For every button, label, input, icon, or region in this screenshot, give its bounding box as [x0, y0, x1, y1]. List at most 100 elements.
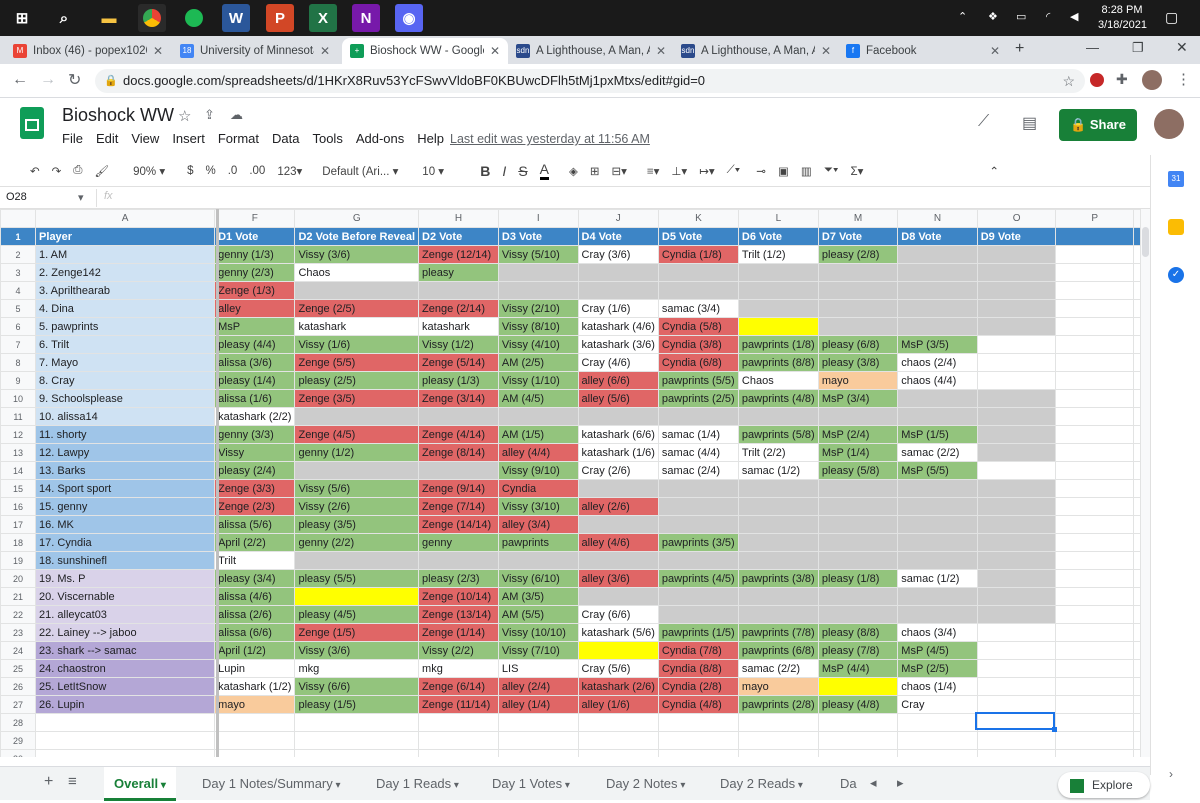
player-cell[interactable]: 12. Lawpy	[35, 443, 216, 462]
vote-cell[interactable]	[817, 281, 899, 300]
vote-cell[interactable]	[976, 731, 1057, 750]
vote-cell[interactable]	[294, 407, 420, 426]
excel-icon[interactable]: X	[309, 4, 337, 32]
vote-cell[interactable]	[294, 731, 420, 750]
vote-cell[interactable]	[817, 605, 899, 624]
vote-cell[interactable]: Vissy (3/6)	[294, 245, 420, 264]
empty-cell[interactable]	[1133, 353, 1141, 372]
vote-cell[interactable]: genny (2/2)	[294, 533, 420, 552]
vote-cell[interactable]	[657, 713, 739, 732]
row-number[interactable]: 6	[0, 317, 37, 336]
empty-cell[interactable]	[1133, 227, 1141, 246]
player-cell[interactable]	[35, 713, 216, 732]
vote-cell[interactable]	[976, 749, 1057, 757]
vote-cell[interactable]	[1055, 281, 1134, 300]
sheet-tab-menu-icon[interactable]: ▾	[795, 780, 803, 791]
vote-cell[interactable]	[497, 281, 579, 300]
vote-cell[interactable]	[976, 407, 1057, 426]
vote-cell[interactable]: alley (2/6)	[577, 497, 659, 516]
name-box-dropdown-icon[interactable]: ▾	[78, 192, 84, 204]
vote-cell[interactable]: chaos (3/4)	[897, 623, 978, 642]
vote-cell[interactable]	[897, 533, 978, 552]
vote-cell[interactable]: Zenge (11/14)	[418, 695, 499, 714]
vote-cell[interactable]: Vissy (8/10)	[497, 317, 579, 336]
vote-cell[interactable]: Zenge (1/5)	[294, 623, 420, 642]
vote-cell[interactable]: alissa (3/6)	[214, 353, 296, 372]
vote-cell[interactable]	[657, 407, 739, 426]
vote-cell[interactable]	[897, 497, 978, 516]
vote-cell[interactable]: LIS	[497, 659, 579, 678]
vote-cell[interactable]	[737, 281, 819, 300]
vote-cell[interactable]	[294, 461, 420, 480]
cloud-status-icon[interactable]: ☁	[230, 107, 243, 122]
empty-cell[interactable]	[1133, 551, 1141, 570]
empty-cell[interactable]	[1133, 245, 1141, 264]
row-number[interactable]: 25	[0, 659, 37, 678]
vote-cell[interactable]: Vissy (7/10)	[497, 641, 579, 660]
vote-cell[interactable]	[577, 749, 659, 757]
sheet-tab-menu-icon[interactable]: ▾	[451, 780, 459, 791]
vote-cell[interactable]	[294, 749, 420, 757]
vote-cell[interactable]	[1055, 461, 1134, 480]
vote-cell[interactable]: pleasy (2/4)	[214, 461, 296, 480]
functions-icon[interactable]: Σ▾	[850, 165, 864, 178]
tab-close-icon[interactable]: ✕	[820, 44, 831, 58]
vote-cell[interactable]	[1055, 497, 1134, 516]
vote-cell[interactable]: pleasy (5/8)	[817, 461, 899, 480]
vote-cell[interactable]	[657, 281, 739, 300]
vote-cell[interactable]: Zenge (10/14)	[418, 587, 499, 606]
row-number[interactable]: 14	[0, 461, 37, 480]
vote-cell[interactable]	[577, 551, 659, 570]
column-header[interactable]: G	[294, 209, 420, 228]
row-number[interactable]: 7	[0, 335, 37, 354]
player-cell[interactable]: 22. Lainey --> jaboo	[35, 623, 216, 642]
vote-cell[interactable]	[737, 317, 819, 336]
vote-cell[interactable]: katashark (2/2)	[214, 407, 296, 426]
vote-cell[interactable]: D3 Vote	[497, 227, 579, 246]
vote-cell[interactable]: D1 Vote	[214, 227, 296, 246]
text-rotation-icon[interactable]: ⟋▾	[726, 164, 741, 176]
player-cell[interactable]: 4. Dina	[35, 299, 216, 318]
search-icon[interactable]: ⌕	[59, 9, 69, 27]
vote-cell[interactable]	[294, 587, 420, 606]
vote-cell[interactable]: pawprints	[497, 533, 579, 552]
vote-cell[interactable]: Vissy (5/6)	[294, 479, 420, 498]
empty-cell[interactable]	[1133, 371, 1141, 390]
vote-cell[interactable]: alley (1/4)	[497, 695, 579, 714]
vote-cell[interactable]: Zenge (4/5)	[294, 425, 420, 444]
redo-icon[interactable]: ↷	[51, 165, 62, 178]
vote-cell[interactable]	[1055, 677, 1134, 696]
vote-cell[interactable]: pawprints (2/5)	[657, 389, 739, 408]
row-number[interactable]: 3	[0, 263, 37, 282]
vote-cell[interactable]: katashark	[418, 317, 499, 336]
empty-cell[interactable]	[1133, 587, 1141, 606]
vote-cell[interactable]	[497, 731, 579, 750]
browser-tab[interactable]: f Facebook ✕	[838, 38, 1008, 64]
row-number[interactable]: 9	[0, 371, 37, 390]
vote-cell[interactable]	[577, 731, 659, 750]
vote-cell[interactable]	[737, 731, 819, 750]
vote-cell[interactable]: chaos (1/4)	[897, 677, 978, 696]
empty-cell[interactable]	[1133, 713, 1141, 732]
vote-cell[interactable]	[737, 497, 819, 516]
vote-cell[interactable]: alley (3/4)	[497, 515, 579, 534]
vote-cell[interactable]	[737, 515, 819, 534]
row-number[interactable]: 15	[0, 479, 37, 498]
empty-cell[interactable]	[1133, 389, 1141, 408]
vote-cell[interactable]: Cray	[897, 695, 978, 714]
vote-cell[interactable]	[1055, 713, 1134, 732]
vote-cell[interactable]	[976, 443, 1057, 462]
formula-input[interactable]	[130, 189, 1130, 207]
sheet-tab[interactable]: Day 1 Notes/Summary ▾	[192, 767, 351, 801]
vote-cell[interactable]: MsP (3/5)	[897, 335, 978, 354]
row-number[interactable]: 23	[0, 623, 37, 642]
clock[interactable]: 8:28 PM 3/18/2021	[1098, 3, 1147, 33]
vote-cell[interactable]: alissa (6/6)	[214, 623, 296, 642]
vote-cell[interactable]: AM (1/5)	[497, 425, 579, 444]
vote-cell[interactable]: katashark (6/6)	[577, 425, 659, 444]
empty-cell[interactable]	[1133, 443, 1141, 462]
vote-cell[interactable]: alley (5/6)	[577, 389, 659, 408]
vote-cell[interactable]: pawprints (2/8)	[737, 695, 819, 714]
vote-cell[interactable]: Zenge (1/3)	[214, 281, 296, 300]
vote-cell[interactable]	[418, 731, 499, 750]
